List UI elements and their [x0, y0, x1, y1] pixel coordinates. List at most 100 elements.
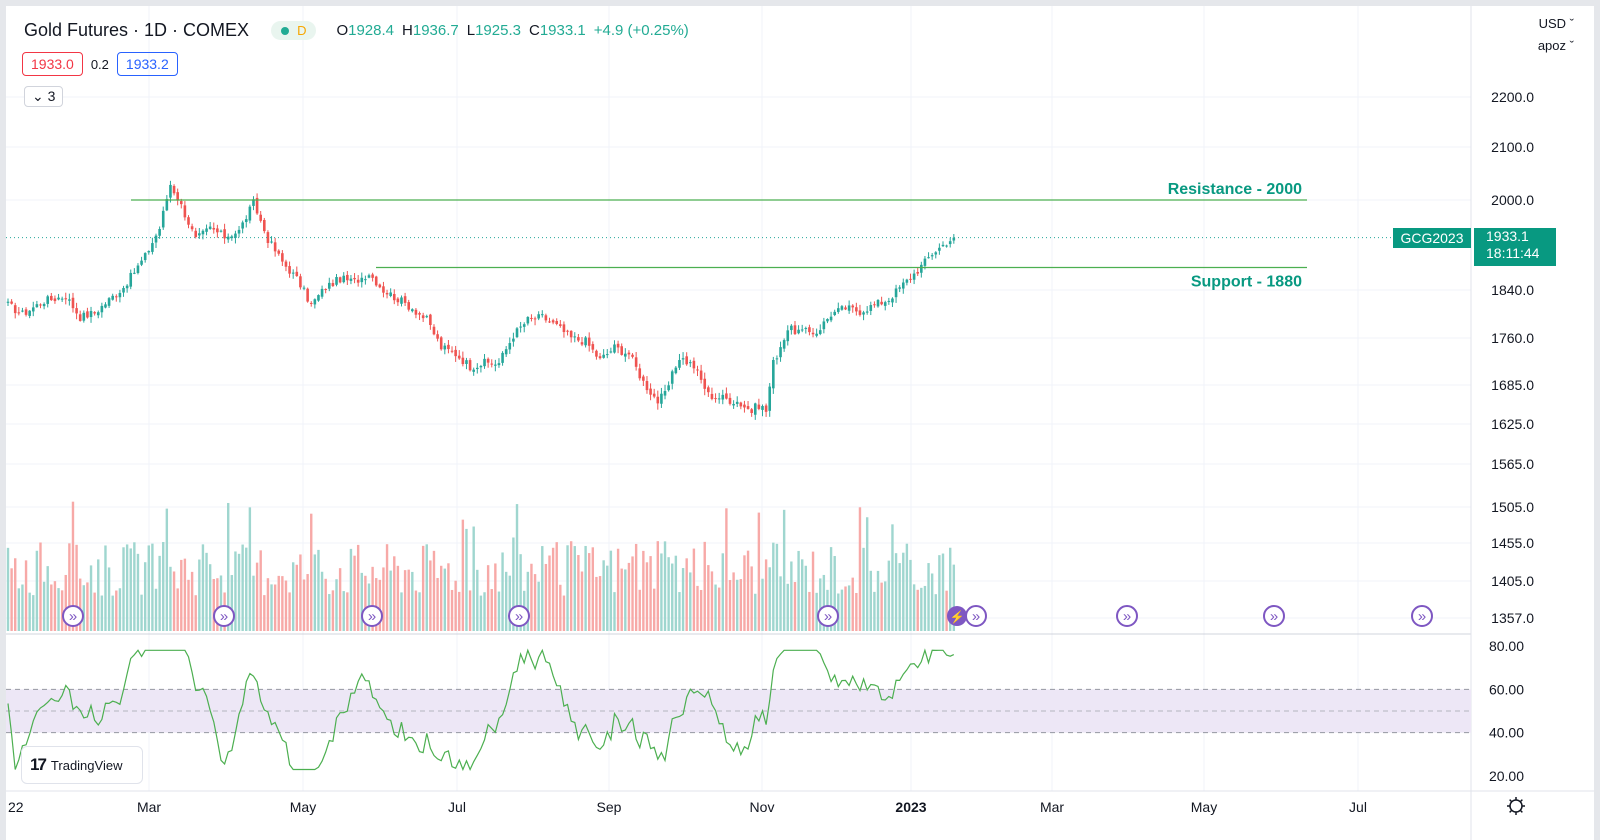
open-value: 1928.4: [348, 22, 395, 39]
candle-body: [735, 401, 739, 404]
volume-bar: [75, 544, 78, 631]
candle-body: [855, 307, 858, 312]
symbol-title[interactable]: Gold Futures · 1D · COMEX: [24, 20, 250, 40]
candle-body: [555, 320, 559, 325]
event-arrow-icon: »: [220, 608, 228, 625]
volume-bar: [234, 551, 237, 631]
rsi-line: [7, 648, 955, 772]
dividend-event-icon: [817, 605, 839, 627]
candle-body: [201, 230, 205, 235]
candle-body: [938, 247, 941, 251]
candle-body: [42, 303, 46, 307]
volume-bar: [905, 543, 909, 631]
candle-body: [50, 295, 53, 301]
spread-value: 0.2: [90, 56, 109, 72]
candle-body: [551, 320, 555, 323]
candle-body: [107, 298, 111, 306]
indicators-toggle-button[interactable]: ⌄ 3: [24, 86, 64, 107]
volume-bar: [147, 545, 150, 631]
time-tick-label: Mar: [1040, 799, 1064, 815]
volume-bar: [497, 591, 501, 631]
currency-selector[interactable]: USD ˇ: [1539, 16, 1574, 31]
volume-bar: [786, 583, 789, 631]
volume-bar: [739, 579, 743, 631]
volume-bar: [537, 581, 540, 631]
volume-bar: [378, 579, 382, 631]
tradingview-logo[interactable]: 17 TradingView: [21, 746, 143, 784]
candle-body: [6, 301, 10, 303]
scale-selector[interactable]: apoz ˇ: [1538, 38, 1574, 53]
price-tick-label: 1505.0: [1491, 499, 1534, 515]
candle-body: [952, 237, 956, 241]
candle-body: [797, 329, 800, 334]
volume-bar: [927, 563, 930, 631]
candle-body: [634, 357, 638, 367]
volume-bar: [371, 566, 374, 631]
candle-body: [277, 250, 281, 254]
volume-bar: [884, 581, 887, 631]
volume-bar: [797, 550, 800, 631]
market-open-icon: [281, 26, 290, 35]
candle-body: [829, 316, 833, 321]
volume-bar: [526, 571, 530, 631]
candle-body: [212, 227, 216, 230]
candle-body: [158, 229, 161, 236]
volume-bar: [551, 547, 555, 631]
volume-bar: [183, 558, 187, 631]
indicators-count: 3: [47, 88, 56, 104]
volume-bar: [255, 562, 259, 631]
candle-body: [732, 403, 735, 406]
volume-bar: [252, 575, 255, 631]
candle-body: [115, 296, 118, 298]
candle-body: [808, 327, 811, 333]
market-status-badge[interactable]: D: [271, 21, 317, 40]
candle-body: [779, 347, 782, 358]
candle-body: [927, 257, 930, 259]
volume-bar: [125, 544, 129, 631]
close-value: 1933.1: [539, 22, 586, 39]
candle-body: [270, 241, 273, 243]
volume-bar: [584, 545, 587, 631]
volume-bar: [421, 545, 425, 631]
volume-bar: [544, 563, 548, 631]
rsi-pane: [6, 648, 1471, 772]
volume-bar: [57, 588, 60, 631]
candle-body: [717, 398, 721, 400]
candle-body: [457, 355, 461, 359]
candle-body: [411, 309, 414, 312]
last-price: 1933.1: [1486, 228, 1529, 244]
volume-bar: [86, 582, 89, 631]
volume-bar: [219, 575, 223, 631]
time-tick-label: May: [1191, 799, 1217, 815]
candle-body: [68, 299, 71, 301]
candle-body: [707, 387, 710, 393]
volume-bar: [757, 512, 761, 631]
volume-bar: [465, 528, 468, 631]
resistance-label: Resistance - 2000: [1168, 181, 1302, 198]
volume-bar: [569, 541, 573, 631]
volume-bar: [302, 579, 306, 631]
volume-bar: [14, 558, 17, 631]
volume-bar: [779, 576, 782, 631]
candle-body: [111, 295, 114, 300]
ask-button[interactable]: 1933.2: [116, 52, 178, 76]
volume-bar: [270, 584, 273, 631]
volume-bar: [46, 566, 49, 631]
volume-bar: [801, 559, 804, 631]
volume-bar: [573, 546, 576, 631]
bid-button[interactable]: 1933.0: [22, 52, 83, 76]
candle-body: [880, 301, 883, 305]
volume-bar: [39, 542, 42, 631]
volume-bar: [548, 555, 551, 631]
candle-body: [627, 352, 631, 355]
settings-gear-icon[interactable]: [1509, 799, 1523, 813]
candle-body: [468, 360, 472, 371]
volume-bar: [382, 567, 385, 631]
volume-bar: [201, 544, 205, 631]
volume-bar: [667, 557, 670, 631]
volume-bar: [631, 556, 634, 631]
candle-body: [53, 298, 57, 302]
volume-bar: [310, 513, 313, 631]
candle-body: [320, 288, 324, 297]
